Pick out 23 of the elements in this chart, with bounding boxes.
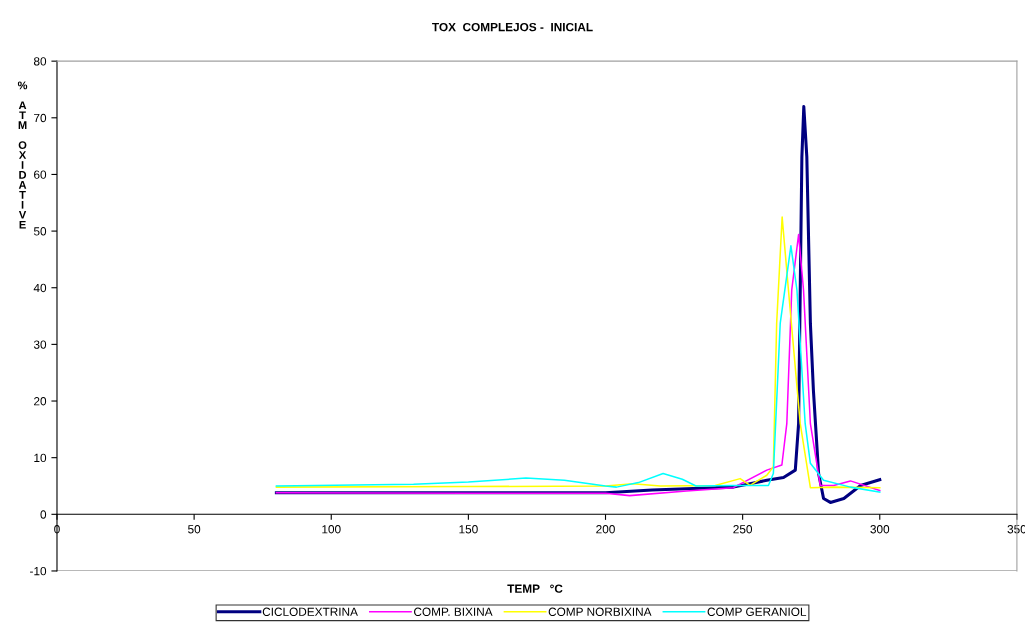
y-tick-label: 60 xyxy=(34,170,47,179)
y-tick-label: -10 xyxy=(30,566,47,576)
x-tick-label: 200 xyxy=(596,525,615,534)
y-tick-label: 20 xyxy=(34,397,47,406)
y-tick-label: 80 xyxy=(33,57,47,66)
y-tick-label: 40 xyxy=(33,283,47,293)
text: % ATM OXIDATIVE xyxy=(17,81,28,229)
x-tick-label: 50 xyxy=(188,525,201,534)
x-tick-label: 300 xyxy=(870,525,890,534)
y-tick-label: 70 xyxy=(34,113,47,123)
y-tick-label: 50 xyxy=(33,227,47,236)
y-tick-label: 0 xyxy=(40,510,47,519)
y-tick-label: 10 xyxy=(34,453,47,463)
chart-title: TOX COMPLEJOS - INICIAL xyxy=(432,22,593,32)
y-tick-label: 30 xyxy=(33,340,47,349)
x-tick-label: 100 xyxy=(322,525,341,534)
x-tick-label: 150 xyxy=(459,525,478,534)
legend-label: COMP GERANIOL xyxy=(707,607,807,616)
x-axis-title: TEMP °C xyxy=(507,584,563,593)
legend-label: COMP NORBIXINA xyxy=(548,607,652,616)
x-tick-label: 250 xyxy=(733,525,753,534)
legend-label: CICLODEXTRINA xyxy=(262,607,358,616)
legend-label: COMP. BIXINA xyxy=(414,607,493,616)
